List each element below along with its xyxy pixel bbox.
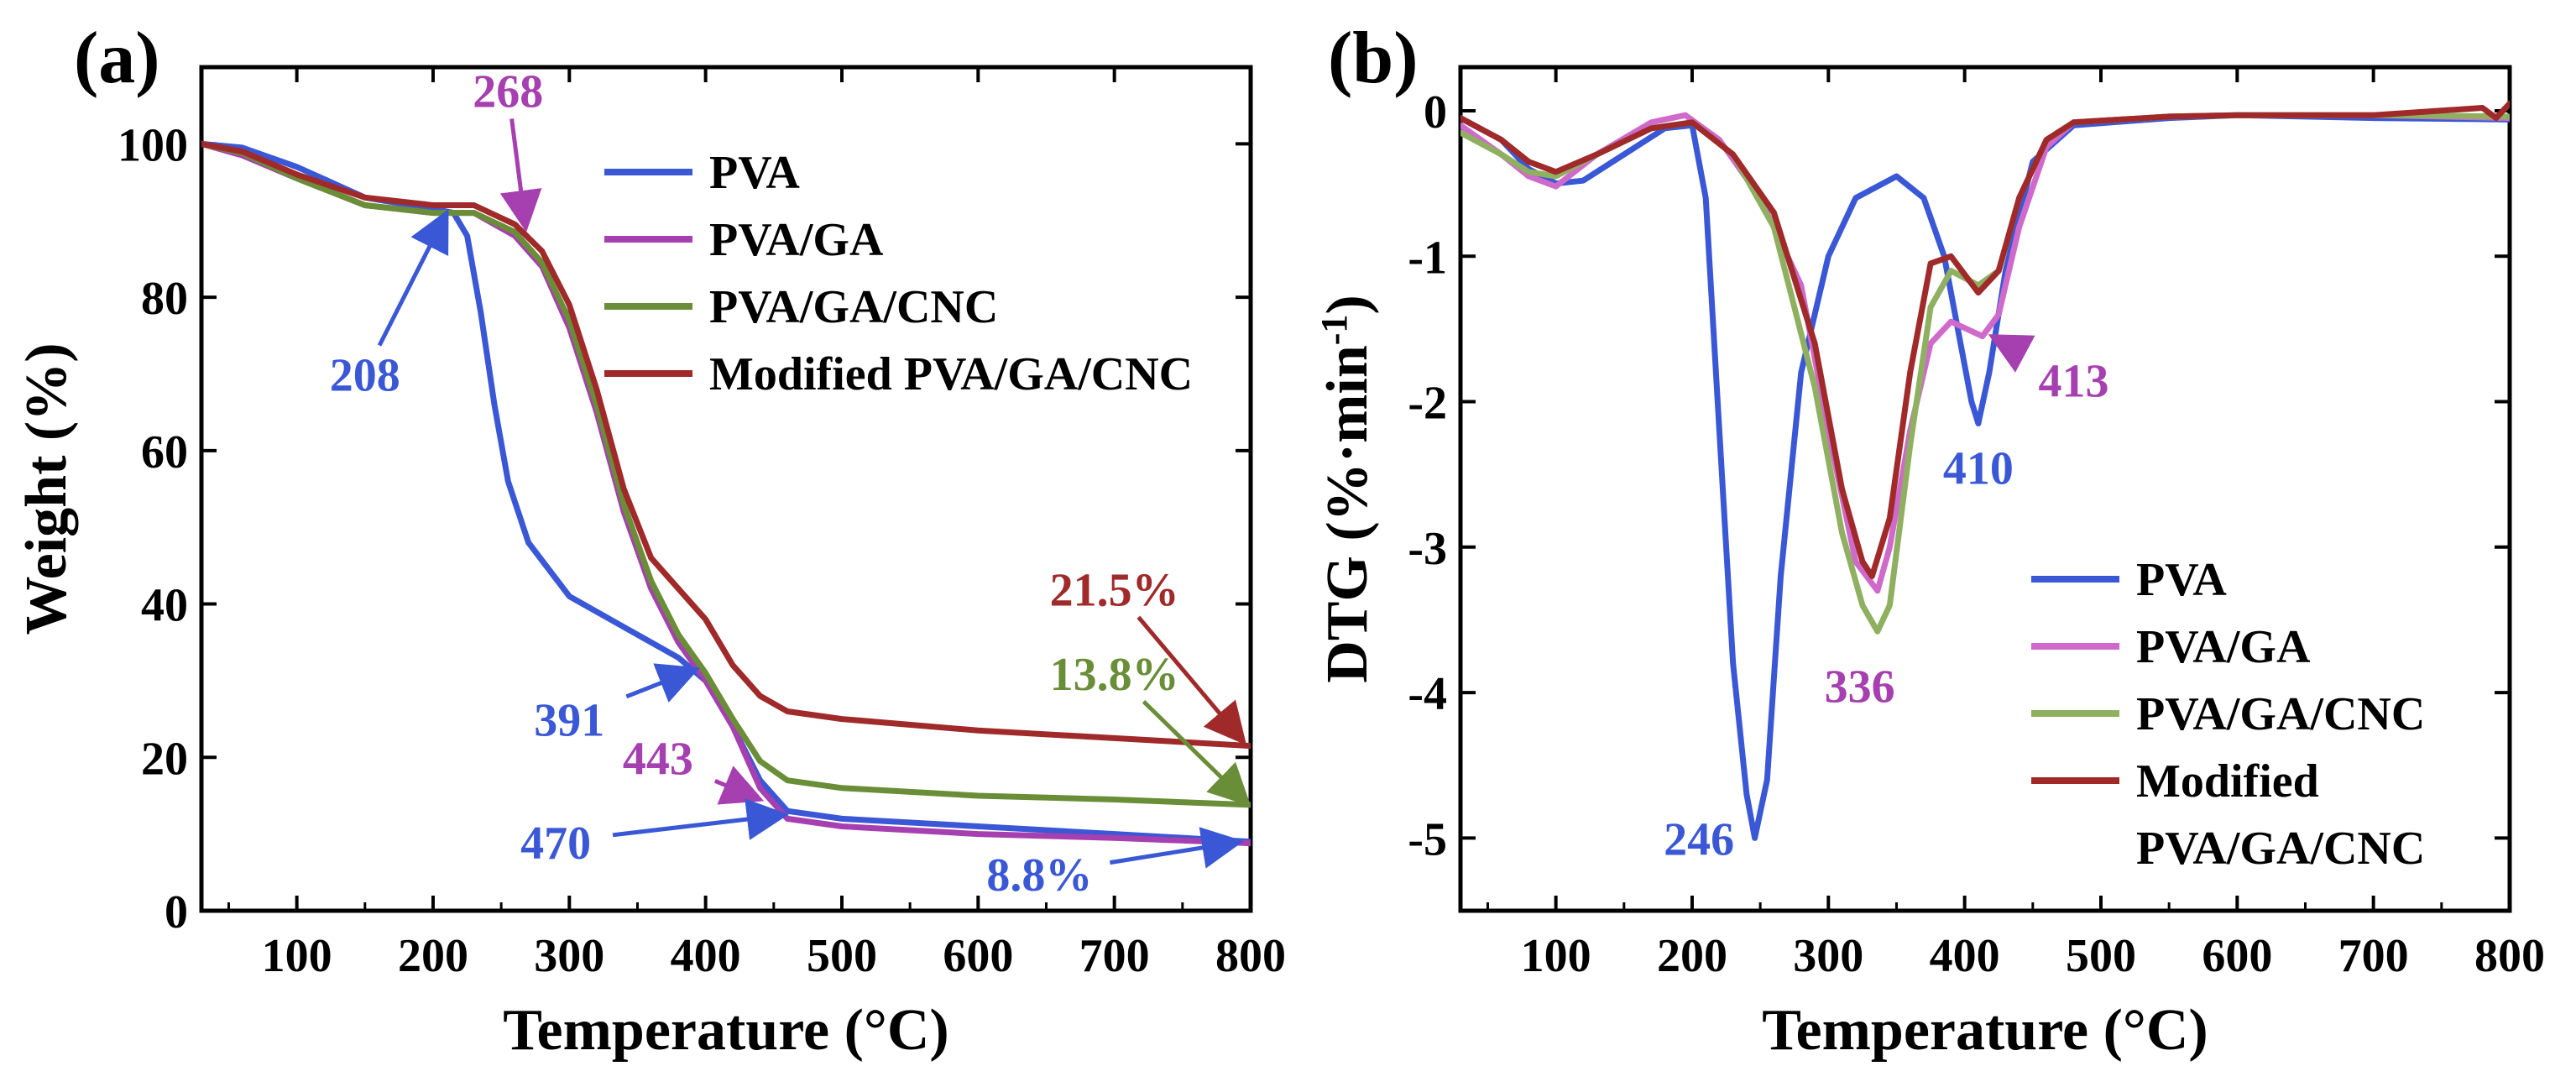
- x-tick-label: 200: [1657, 930, 1727, 982]
- x-tick-label: 100: [262, 930, 332, 982]
- annotation-label: 336: [1825, 661, 1895, 713]
- annotation-label: 391: [534, 695, 604, 747]
- annotation-arrow: [1109, 827, 1244, 869]
- legend-label: PVA: [709, 147, 800, 199]
- y-tick-label: 100: [118, 119, 188, 171]
- legend-label: Modified: [2136, 755, 2319, 807]
- panel-a-weight-chart: 100 200 300 400 500 600 700 800 0 20 40 60 80 100 Temp…: [14, 18, 1286, 1063]
- y-tick-label: 0: [1424, 86, 1447, 138]
- panel-label: (a): [74, 18, 160, 99]
- x-tick-label: 800: [2474, 930, 2545, 982]
- annotation-label: 410: [1943, 443, 2014, 495]
- annotation-label: 246: [1664, 813, 1734, 865]
- series-line-modified-pva-ga-cnc: [201, 140, 1251, 750]
- legend-label: Modified PVA/GA/CNC: [709, 348, 1193, 400]
- x-tick-label: 400: [671, 930, 741, 982]
- annotation-arrow: [713, 766, 765, 805]
- annotation-label: 268: [473, 65, 543, 118]
- legend: PVA PVA/GA PVA/GA/CNC Modified PVA/GA/CNC: [604, 147, 1193, 400]
- annotation-arrow: [377, 209, 449, 347]
- annotation-arrow: [625, 663, 700, 703]
- annotation-arrow: [1142, 699, 1251, 807]
- x-axis-title: Temperature (°C): [503, 998, 949, 1063]
- y-tick-label: 0: [165, 886, 188, 938]
- y-tick-label: 20: [141, 733, 188, 785]
- legend-label: PVA/GA/CNC: [709, 281, 998, 333]
- annotation-label: 413: [2039, 356, 2109, 408]
- panel-b-dtg-chart: 100 200 300 400 500 600 700 800 0 -1 -2 -3 -4 -5 Tempe…: [1314, 18, 2546, 1063]
- panel-label: (b): [1328, 18, 1419, 99]
- annotation-arrow: [1988, 334, 2035, 373]
- annotation-label: 13.8%: [1050, 649, 1179, 701]
- x-tick-label: 300: [1793, 930, 1863, 982]
- legend-label: PVA: [2136, 554, 2227, 606]
- plot-frame: [199, 65, 1253, 913]
- x-tick-label: 700: [2338, 930, 2409, 982]
- annotation-label: 21.5%: [1050, 564, 1179, 616]
- annotation-label: 470: [520, 818, 591, 870]
- y-tick-label: 40: [141, 580, 188, 632]
- annotation-label: 208: [330, 349, 400, 401]
- series-line-pva-ga: [1460, 112, 2510, 594]
- series-line-pva-ga-cnc: [201, 140, 1251, 808]
- x-tick-label: 500: [807, 930, 877, 982]
- annotation-arrow: [1136, 615, 1247, 745]
- x-tick-label: 600: [943, 930, 1013, 982]
- x-tick-label: 100: [1521, 930, 1591, 982]
- legend-label: PVA/GA: [709, 214, 884, 266]
- y-tick-label: -3: [1408, 523, 1447, 575]
- x-tick-label: 500: [2066, 930, 2136, 982]
- annotation-label: 443: [623, 733, 693, 785]
- y-tick-label: -4: [1408, 668, 1447, 720]
- x-tick-label: 800: [1215, 930, 1286, 982]
- y-tick-label: -5: [1408, 813, 1447, 865]
- y-tick-label: 60: [141, 426, 188, 478]
- x-tick-label: 700: [1079, 930, 1150, 982]
- x-axis-title: Temperature (°C): [1762, 998, 2208, 1063]
- y-tick-label: -1: [1408, 232, 1447, 284]
- x-tick-label: 400: [1930, 930, 2000, 982]
- annotation-label: 8.8%: [986, 849, 1092, 901]
- series-line-modified-pva-ga-cnc: [1460, 100, 2510, 579]
- x-tick-label: 200: [398, 930, 468, 982]
- y-axis-title: Weight (%): [14, 342, 79, 635]
- y-tick-label: 80: [141, 273, 188, 325]
- x-tick-label: 300: [534, 930, 604, 982]
- annotation-arrow: [612, 798, 789, 840]
- legend-label: PVA/GA: [2136, 621, 2311, 673]
- y-tick-label: -2: [1408, 378, 1447, 430]
- y-axis-title: DTG (%·min-1): [1314, 295, 1381, 683]
- legend-label: PVA/GA/CNC: [2136, 823, 2425, 875]
- annotation-arrow: [499, 118, 542, 233]
- plot-frame: [1458, 65, 2512, 913]
- legend: PVA PVA/GA PVA/GA/CNC Modified PVA/GA/CNC: [2031, 554, 2425, 875]
- legend-label: PVA/GA/CNC: [2136, 688, 2425, 740]
- series-line-pva-ga-cnc: [1460, 112, 2510, 635]
- x-tick-label: 600: [2202, 930, 2272, 982]
